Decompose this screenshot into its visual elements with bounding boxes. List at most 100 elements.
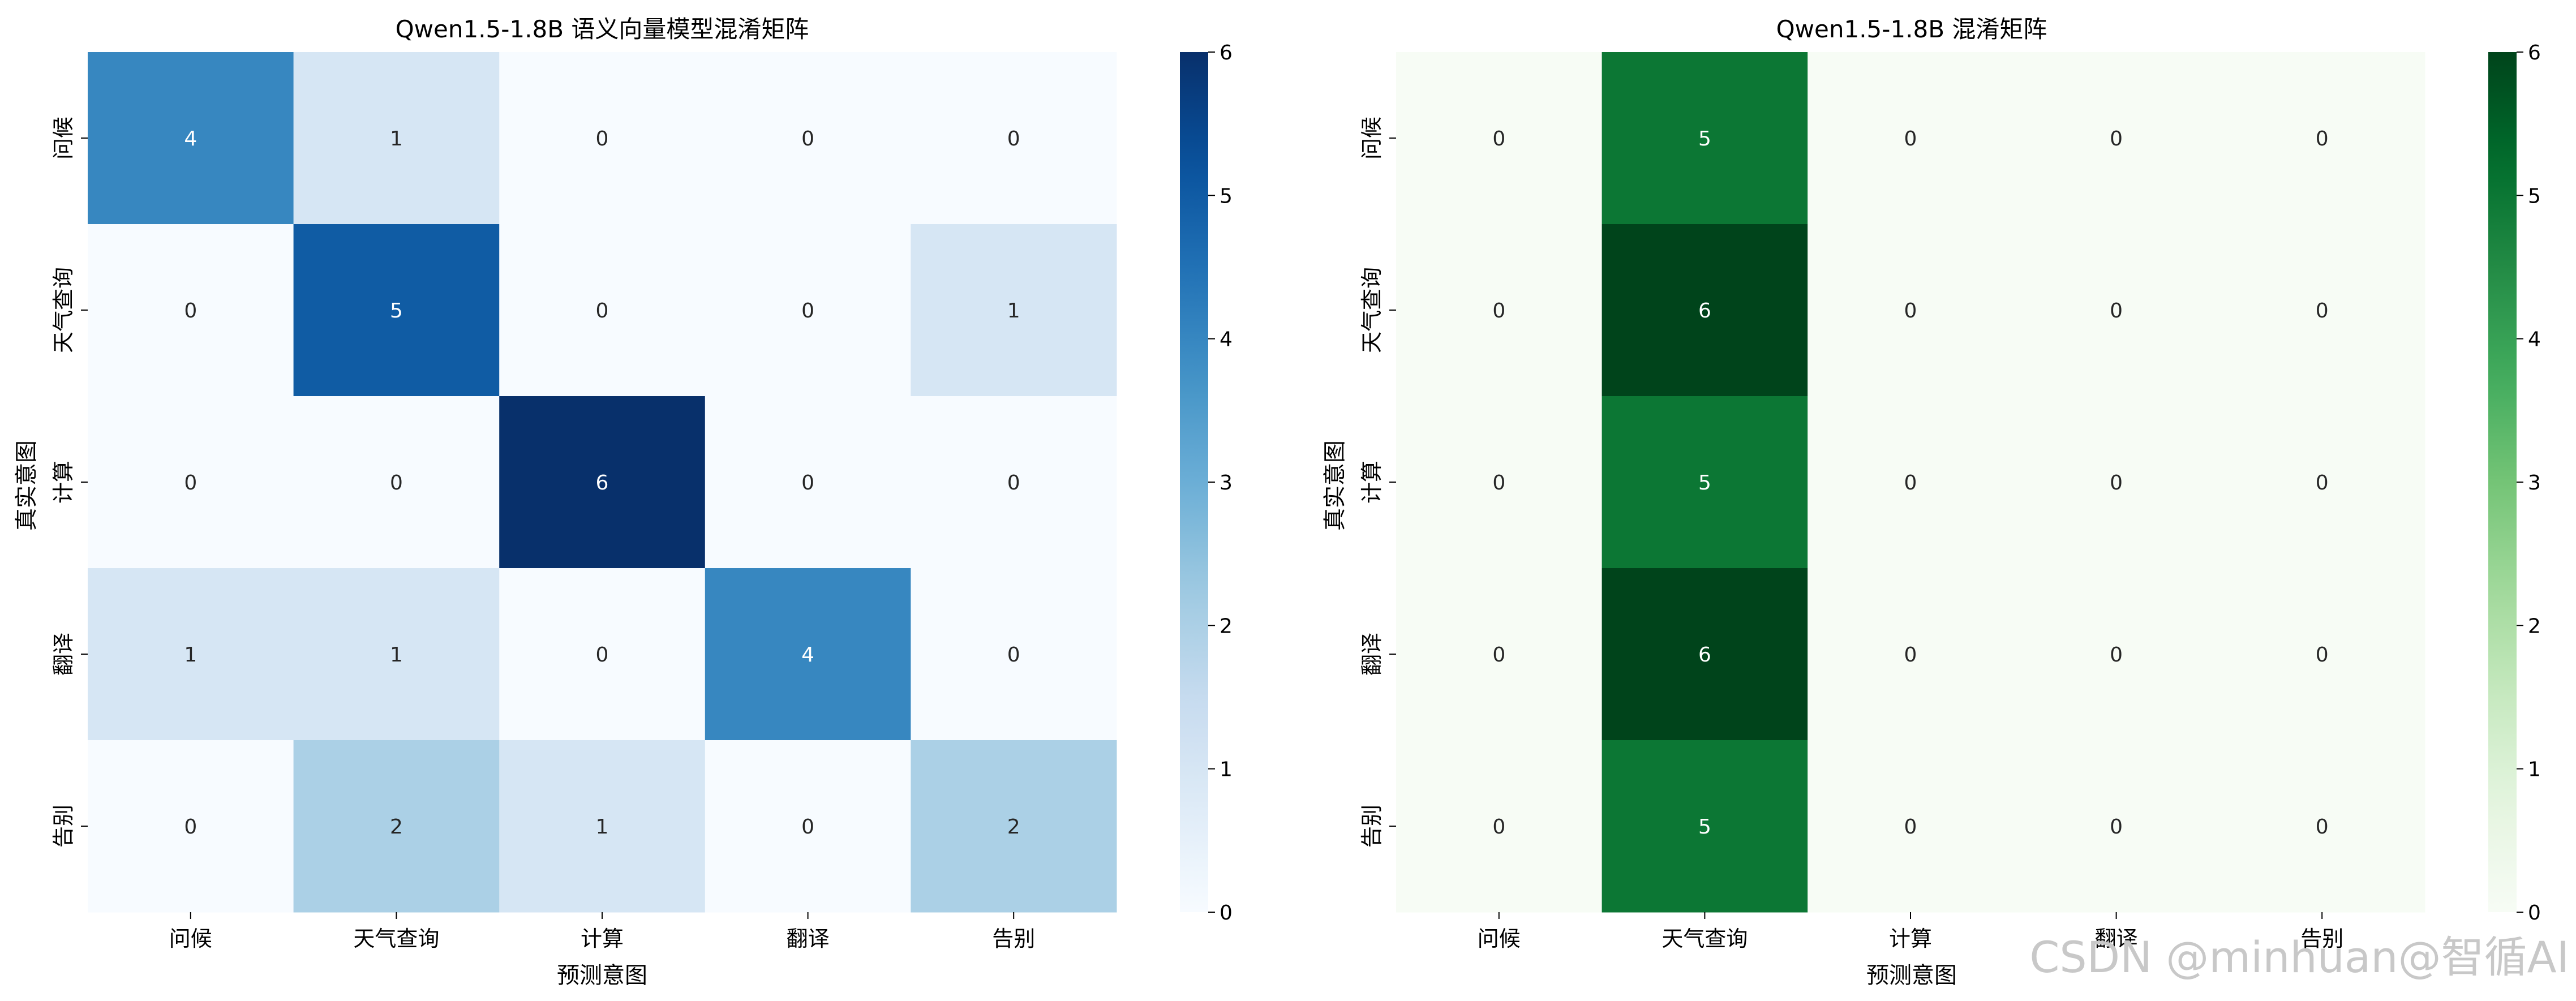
y-tick-label: 计算 [51,461,76,504]
cell-value-label: 1 [390,127,403,151]
cell-value-label: 2 [1007,815,1020,839]
heatmap-cell [705,568,911,741]
heatmap-cell [499,568,706,741]
cell-value-label: 0 [1492,815,1505,839]
cell-value-label: 0 [2110,299,2123,323]
colorbar-tick-label: 5 [2528,184,2541,208]
heatmap-cell [499,52,706,225]
heatmap-cell [1602,52,1808,225]
heatmap-cell [1602,568,1808,741]
heatmap-cell [2013,396,2219,569]
cell-value-label: 0 [2316,127,2329,151]
heatmap-cell [293,740,500,913]
heatmap-cell [705,740,911,913]
y-axis-label: 真实意图 [1322,440,1348,531]
cell-value-label: 6 [1698,643,1711,667]
heatmap-cell [2219,740,2425,913]
cell-value-label: 6 [1698,299,1711,323]
watermark: CSDN @minhuan@智循AI [2029,932,2569,982]
colorbar-tick-label: 2 [2528,615,2541,638]
y-tick-label: 天气查询 [1359,267,1384,353]
heatmap-cell [1602,396,1808,569]
x-tick-label: 告别 [2300,926,2343,951]
heatmap-cell [293,224,500,397]
heatmap-cell [88,52,294,225]
heatmap-cell [499,740,706,913]
heatmap-cell [911,740,1117,913]
cell-value-label: 1 [596,815,609,839]
cell-value-label: 0 [1007,643,1020,667]
x-axis-label: 预测意图 [1866,963,1957,989]
heatmap-cell-labels: 0 5 0 0 0 0 6 0 0 0 0 5 0 0 0 0 6 0 0 0 0 5 0 0 0 [1492,127,2328,839]
x-axis-ticks: 问候 天气查询 计算 翻译 告别 [1478,912,2343,951]
cell-value-label: 5 [1698,471,1711,495]
cell-value-label: 0 [596,127,609,151]
colorbar-tick-label: 0 [1220,901,1233,925]
heatmap-cell [911,52,1117,225]
cell-value-label: 0 [1492,643,1505,667]
cell-value-label: 0 [184,299,197,323]
heatmap-cell [1396,52,1603,225]
heatmap-cell [705,396,911,569]
y-tick-label: 告别 [51,805,76,848]
cell-value-label: 0 [596,643,609,667]
cell-value-label: 0 [1904,815,1917,839]
heatmap-cell [911,568,1117,741]
heatmap-cell [2013,568,2219,741]
colorbar-tick-label: 6 [1220,41,1233,65]
heatmap-cell [88,568,294,741]
y-tick-label: 问候 [1359,117,1384,160]
heatmap-cell [2219,52,2425,225]
heatmap-cell [88,396,294,569]
y-tick-label: 计算 [1359,461,1384,504]
cell-value-label: 1 [1007,299,1020,323]
cell-value-label: 0 [1007,471,1020,495]
y-tick-label: 问候 [51,117,76,160]
y-tick-label: 翻译 [1359,633,1384,676]
cell-value-label: 0 [1904,127,1917,151]
cell-value-label: 5 [390,299,403,323]
colorbar: 0 1 2 3 4 5 6 [1180,41,1233,925]
cell-value-label: 0 [1492,299,1505,323]
cell-value-label: 4 [184,127,197,151]
colorbar-tick-label: 5 [1220,184,1233,208]
cell-value-label: 0 [2110,815,2123,839]
x-tick-label: 天气查询 [1661,926,1748,951]
colorbar-tick-label: 6 [2528,41,2541,65]
colorbar-tick-label: 3 [2528,471,2541,495]
y-tick-label: 翻译 [51,633,76,676]
heatmap-cell [2219,224,2425,397]
heatmap-cells [88,52,1117,913]
cell-value-label: 0 [2316,299,2329,323]
cell-value-label: 0 [596,299,609,323]
heatmap-cell [911,224,1117,397]
heatmap-cell [2013,52,2219,225]
x-tick-label: 计算 [1889,926,1932,951]
heatmap-cell [1808,224,2014,397]
heatmap-cell [1602,224,1808,397]
cell-value-label: 0 [390,471,403,495]
heatmap-cell [499,224,706,397]
cell-value-label: 1 [184,643,197,667]
cell-value-label: 0 [1492,127,1505,151]
heatmap-cell [499,396,706,569]
x-tick-label: 翻译 [787,926,830,951]
heatmap-cell [1808,52,2014,225]
heatmap-cell [705,224,911,397]
heatmap-cell [88,224,294,397]
heatmap-cell [1808,740,2014,913]
cell-value-label: 0 [2110,471,2123,495]
cell-value-label: 0 [801,127,814,151]
cell-value-label: 0 [2316,815,2329,839]
cell-value-label: 4 [801,643,814,667]
x-tick-label: 问候 [169,926,212,951]
x-tick-label: 告别 [992,926,1035,951]
heatmap-cell [1602,740,1808,913]
heatmap-cell [705,52,911,225]
cell-value-label: 0 [1904,471,1917,495]
cell-value-label: 0 [1492,471,1505,495]
chart-title: Qwen1.5-1.8B 混淆矩阵 [1776,15,2047,43]
cell-value-label: 6 [596,471,609,495]
